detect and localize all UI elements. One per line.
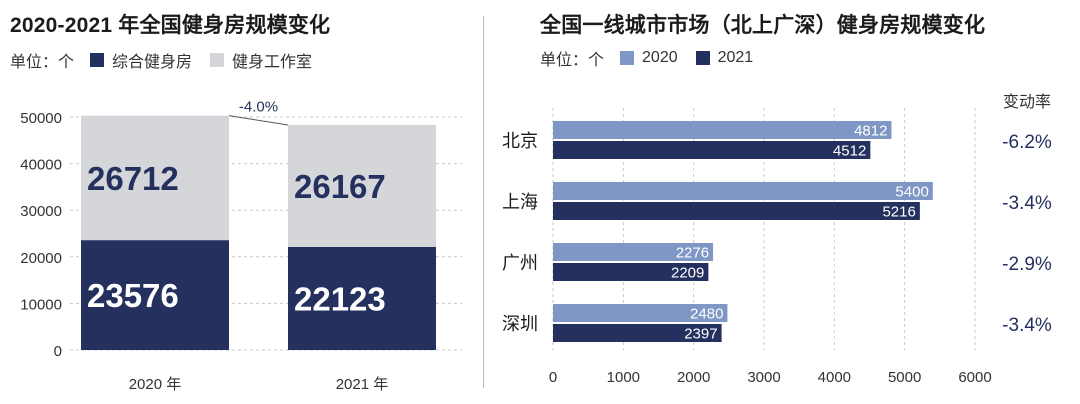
bar-value-label: 2397	[684, 326, 717, 343]
horizontal-bar	[553, 182, 933, 200]
legend-label: 2021	[717, 49, 754, 66]
y-tick-label: 50000	[20, 110, 62, 127]
change-connector-line	[228, 115, 289, 126]
horizontal-bar	[553, 243, 714, 261]
x-tick-label: 2000	[677, 369, 710, 386]
x-tick-label: 0	[549, 369, 557, 386]
right-chart-title: 全国一线城市市场（北上广深）健身房规模变化	[540, 14, 986, 37]
x-tick-label: 5000	[888, 369, 921, 386]
bar-value-label: 2209	[671, 265, 704, 282]
legend-item-studio: 健身工作室	[210, 48, 312, 72]
bar-value-label: 5400	[895, 184, 928, 201]
right-legend: 单位：个 2020 2021	[540, 46, 771, 70]
x-tick-label: 2021 年	[336, 376, 389, 393]
horizontal-bar	[553, 121, 892, 139]
change-rate-value: -3.4%	[1002, 315, 1052, 336]
legend-item-comprehensive-gym: 综合健身房	[90, 48, 192, 72]
change-rate-value: -2.9%	[1002, 254, 1052, 275]
horizontal-bar	[553, 202, 920, 220]
y-tick-label: 10000	[20, 296, 62, 313]
bar-value-label: 23576	[87, 277, 179, 314]
legend-swatch	[695, 51, 710, 65]
horizontal-bar	[553, 324, 722, 342]
y-category-label: 深圳	[502, 314, 538, 334]
total-change-label: -4.0%	[239, 99, 278, 116]
bar-value-label: 4812	[854, 123, 887, 140]
legend-label: 健身工作室	[232, 54, 313, 71]
legend-swatch	[620, 51, 635, 65]
bar-value-label: 4512	[833, 143, 866, 160]
stacked-bar-segment	[288, 124, 436, 247]
left-unit-label: 单位：个	[10, 54, 75, 71]
y-tick-label: 0	[54, 343, 62, 360]
stacked-bar-segment	[81, 240, 229, 350]
legend-swatch	[210, 53, 225, 67]
change-rate-header: 变动率	[1003, 93, 1051, 111]
x-tick-label: 2020 年	[129, 376, 182, 393]
y-tick-label: 40000	[20, 157, 62, 174]
horizontal-bar	[553, 141, 871, 159]
y-category-label: 北京	[502, 131, 538, 151]
y-category-label: 上海	[502, 192, 538, 212]
x-tick-label: 3000	[747, 369, 780, 386]
y-tick-label: 20000	[20, 250, 62, 267]
legend-label: 综合健身房	[112, 54, 193, 71]
legend-item-2021: 2021	[695, 49, 754, 67]
x-tick-label: 6000	[958, 369, 991, 386]
right-unit-label: 单位：个	[540, 52, 605, 69]
bar-value-label: 26167	[294, 168, 386, 205]
bar-value-label: 26712	[87, 160, 179, 197]
y-category-label: 广州	[502, 253, 538, 273]
horizontal-bar	[553, 304, 728, 322]
bar-value-label: 2276	[676, 245, 709, 262]
x-tick-label: 4000	[818, 369, 851, 386]
stacked-bar-segment	[288, 246, 436, 350]
panel-divider	[483, 16, 484, 388]
bar-value-label: 2480	[690, 306, 723, 323]
bar-value-label: 22123	[294, 280, 386, 317]
y-tick-label: 30000	[20, 203, 62, 220]
bar-value-label: 5216	[882, 204, 915, 221]
legend-item-2020: 2020	[620, 49, 678, 67]
legend-label: 2020	[642, 49, 678, 66]
stacked-bar-segment	[81, 115, 229, 241]
x-tick-label: 1000	[607, 369, 640, 386]
left-chart-title: 2020-2021 年全国健身房规模变化	[10, 14, 331, 37]
horizontal-bar	[553, 263, 709, 281]
left-legend: 单位：个 综合健身房 健身工作室	[10, 48, 330, 72]
change-rate-value: -3.4%	[1002, 193, 1052, 214]
legend-swatch	[90, 53, 105, 67]
change-rate-value: -6.2%	[1002, 132, 1052, 153]
